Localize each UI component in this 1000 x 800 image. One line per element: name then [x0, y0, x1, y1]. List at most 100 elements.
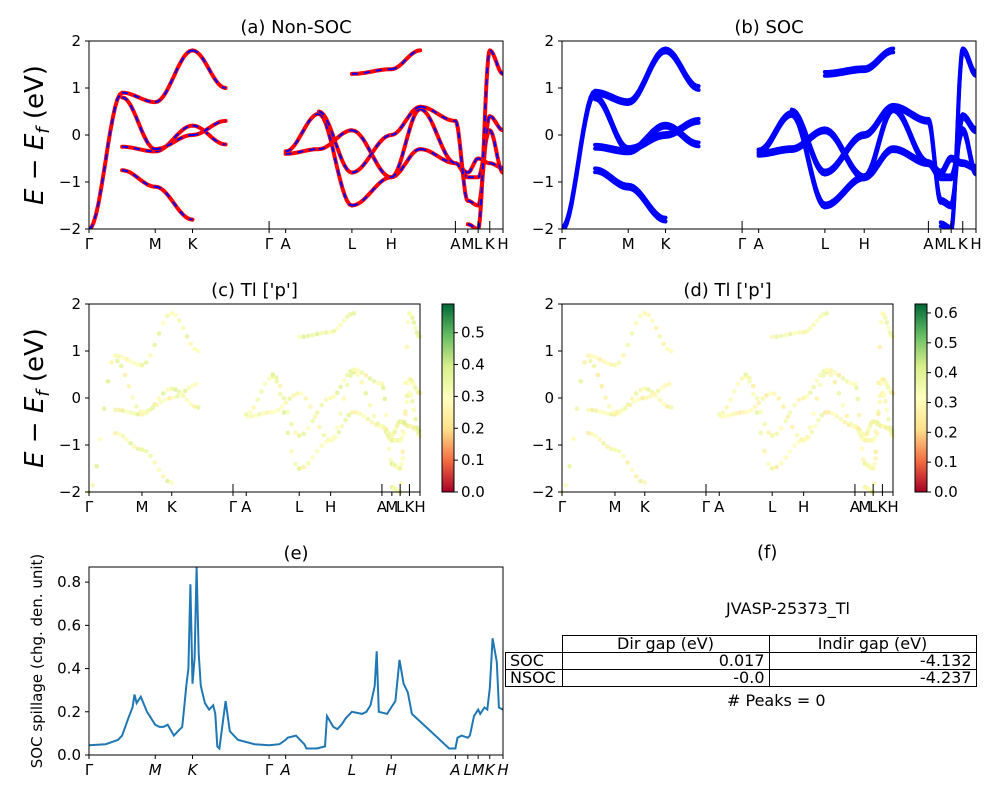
y-label-energy-top: E − Ef (eV)	[20, 65, 54, 205]
gap-table: Dir gap (eV) Indir gap (eV) SOC 0.017 -4…	[505, 635, 977, 687]
projection-point	[665, 404, 670, 409]
projection-point	[774, 334, 779, 340]
a-frame	[88, 40, 504, 230]
projection-point	[778, 460, 784, 466]
projection-point	[883, 315, 888, 321]
x-tick-label: H	[497, 235, 508, 253]
panel-title: (a) Non-SOC	[240, 17, 351, 38]
panel-e-soc-spillage: 0.00.20.40.60.8Γ M K Γ A L H A L M K H(e)	[57, 543, 509, 779]
colorbar-tick-label: 0.4	[461, 356, 485, 374]
projection-point	[404, 344, 410, 350]
projection-point	[139, 447, 145, 453]
x-tick-label: M	[934, 235, 947, 253]
y-tick-label: 1	[71, 342, 81, 360]
projection-point	[728, 397, 733, 403]
projection-point	[636, 397, 641, 402]
projection-point	[410, 399, 415, 404]
projection-point	[117, 407, 122, 413]
projection-point	[668, 405, 674, 410]
projection-point	[165, 313, 170, 319]
projection-point	[629, 396, 635, 401]
projection-point	[346, 412, 352, 418]
projection-point	[648, 394, 653, 399]
table-row: SOC 0.017 -4.132	[505, 652, 977, 670]
table-header-dir-gap: Dir gap (eV)	[561, 635, 770, 653]
projection-point	[633, 320, 639, 326]
projection-point	[574, 406, 580, 412]
projection-point	[371, 378, 377, 384]
x-tick-label: Γ	[558, 498, 567, 516]
x-tick-label: K	[404, 498, 415, 516]
projection-point	[314, 331, 320, 337]
colorbar-tick-label: 0.3	[934, 393, 958, 411]
projection-point	[876, 380, 881, 386]
projection-point	[124, 409, 130, 414]
projection-point	[578, 379, 584, 384]
projection-point	[787, 449, 793, 454]
projection-point	[98, 436, 103, 442]
projection-point	[817, 314, 823, 320]
d-frame	[561, 303, 894, 493]
colorbar-tick-label: 0.0	[461, 483, 485, 501]
projection-point	[657, 397, 663, 403]
projection-point	[657, 334, 663, 339]
projection-point	[274, 379, 279, 384]
projection-point	[295, 391, 300, 396]
projection-point	[305, 333, 311, 339]
projection-point	[597, 357, 603, 362]
projection-point	[644, 395, 649, 401]
projection-point	[371, 413, 377, 419]
x-tick-label: H	[414, 498, 425, 516]
projection-point	[792, 330, 797, 336]
projection-point	[817, 372, 823, 378]
projection-point	[625, 342, 630, 348]
band-line	[120, 107, 503, 208]
projection-point	[117, 353, 122, 359]
x-tick-label: A	[923, 235, 934, 253]
projection-point	[163, 397, 168, 402]
projection-point	[323, 439, 329, 445]
band-line-dashed	[122, 129, 503, 221]
projection-point	[834, 413, 840, 419]
projection-point	[296, 334, 302, 340]
colorbar-tick-label: 0.1	[461, 451, 485, 469]
projection-point	[783, 332, 788, 338]
projection-point	[310, 418, 316, 424]
projection-point	[778, 426, 784, 431]
projection-point	[338, 384, 343, 390]
colorbar-tick-label: 0.5	[934, 334, 958, 352]
projection-point	[752, 404, 758, 410]
x-tick-label: A	[754, 235, 765, 253]
y-tick-label: 2	[71, 32, 81, 50]
projection-point	[629, 331, 635, 336]
x-tick-label: K	[485, 235, 496, 253]
projection-point	[156, 331, 162, 336]
projection-point	[749, 407, 754, 413]
projection-point	[601, 441, 606, 446]
x-tick-label: A	[850, 498, 861, 516]
projection-point	[878, 319, 884, 325]
projection-point	[625, 460, 630, 465]
x-tick-label: L	[396, 498, 405, 516]
projection-point	[260, 411, 266, 416]
x-tick-label: H	[386, 235, 397, 253]
projection-point	[870, 466, 876, 471]
projection-point	[856, 412, 862, 418]
projection-point	[876, 411, 881, 417]
projection-point	[243, 412, 249, 417]
x-tick-label: Γ	[265, 235, 274, 253]
projection-point	[178, 391, 184, 397]
projection-point	[859, 446, 865, 452]
projection-point	[195, 405, 201, 410]
projection-point	[399, 461, 404, 467]
projection-point	[343, 417, 348, 423]
x-tick-label: L	[474, 235, 483, 253]
projection-point	[593, 408, 599, 413]
projection-point	[751, 383, 756, 389]
x-tick-label: K	[188, 235, 199, 253]
panel-title: (e)	[283, 543, 308, 564]
projection-point	[156, 396, 162, 401]
x-tick-label: A	[714, 498, 725, 516]
projection-point	[766, 461, 771, 467]
projection-point	[665, 346, 670, 352]
